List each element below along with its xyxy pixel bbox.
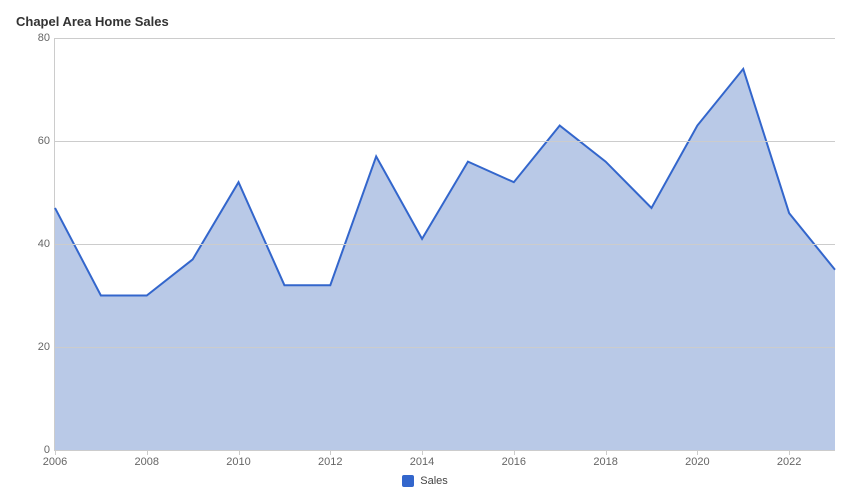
xtick-label: 2016 xyxy=(502,450,526,468)
ytick-label: 80 xyxy=(10,32,50,44)
xtick-label: 2010 xyxy=(226,450,250,468)
chart-title: Chapel Area Home Sales xyxy=(16,14,169,29)
gridline xyxy=(55,141,835,142)
plot-area: 200620082010201220142016201820202022 xyxy=(54,38,835,451)
xtick-label: 2012 xyxy=(318,450,342,468)
xtick-label: 2014 xyxy=(410,450,434,468)
legend-label: Sales xyxy=(420,475,448,487)
ytick-label: 0 xyxy=(10,444,50,456)
series-area xyxy=(55,69,835,450)
legend: Sales xyxy=(0,474,850,492)
gridline xyxy=(55,38,835,39)
ytick-label: 60 xyxy=(10,135,50,147)
xtick-label: 2018 xyxy=(593,450,617,468)
xtick-label: 2008 xyxy=(135,450,159,468)
xtick-label: 2022 xyxy=(777,450,801,468)
area-chart: Chapel Area Home Sales 20062008201020122… xyxy=(0,0,850,500)
ytick-label: 20 xyxy=(10,341,50,353)
gridline xyxy=(55,347,835,348)
ytick-label: 40 xyxy=(10,238,50,250)
xtick-label: 2020 xyxy=(685,450,709,468)
legend-swatch xyxy=(402,475,414,487)
gridline xyxy=(55,244,835,245)
legend-item-sales: Sales xyxy=(402,475,448,487)
